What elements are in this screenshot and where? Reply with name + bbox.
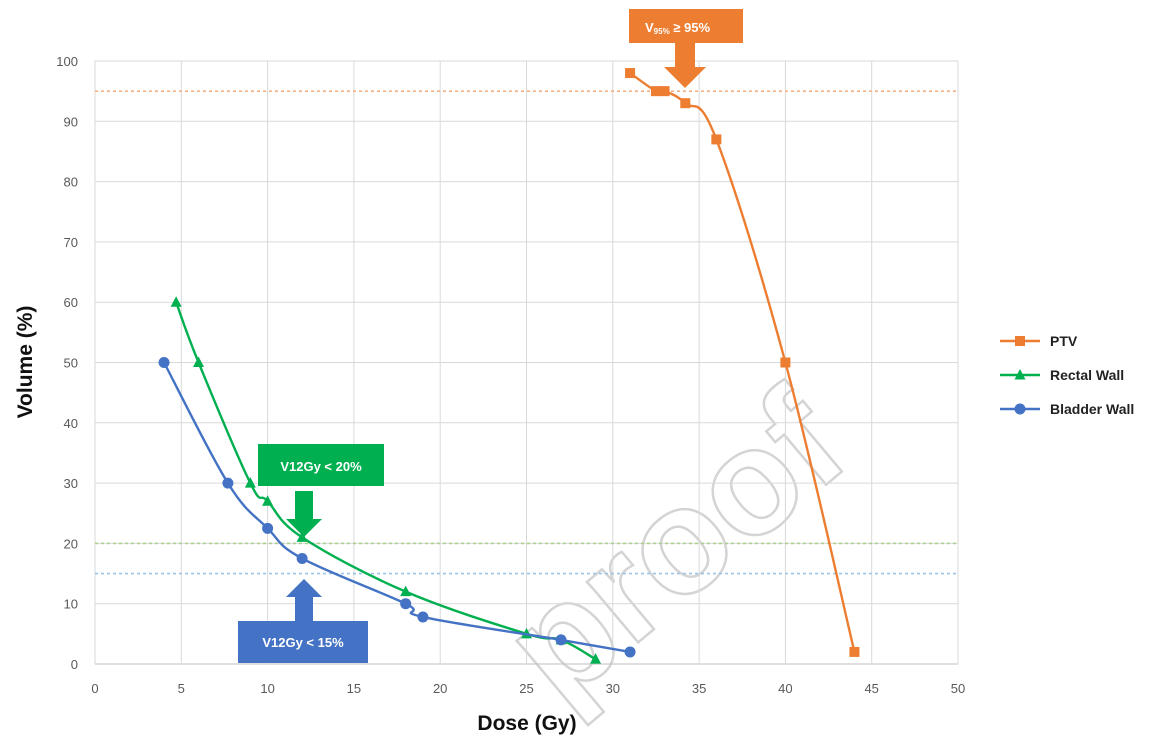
annotation-arrow [286,491,322,537]
data-point [625,68,636,79]
x-tick-label: 40 [778,681,792,696]
series-ptv [625,68,860,657]
y-tick-label: 0 [71,657,78,672]
annotation-arrow [286,579,322,621]
legend-item: PTV [1000,333,1078,349]
y-tick-label: 20 [64,536,78,551]
annotation-box [258,444,384,486]
x-tick-label: 35 [692,681,706,696]
x-tick-label: 10 [260,681,274,696]
data-point [262,522,274,534]
y-tick-label: 60 [64,295,78,310]
data-point [400,585,412,597]
x-tick-label: 15 [347,681,361,696]
y-tick-label: 90 [64,114,78,129]
y-axis-title: Volume (%) [14,306,37,419]
y-tick-label: 40 [64,416,78,431]
data-point [244,477,256,488]
x-tick-label: 30 [606,681,620,696]
annotation-box [629,9,743,43]
data-point [400,598,412,610]
legend-label: PTV [1050,333,1078,349]
data-point [680,98,691,109]
series-layer [158,68,860,664]
data-point [555,634,567,646]
legend-item: Rectal Wall [1000,367,1124,383]
legend-label: Rectal Wall [1050,367,1124,383]
y-tick-label: 50 [64,356,78,371]
data-point [296,531,308,542]
annotation-label: V95% ≥ 95% [645,20,711,36]
x-tick-label: 25 [519,681,533,696]
legend-marker [1014,369,1026,380]
data-point [849,646,860,657]
data-point [193,356,205,367]
x-axis-title: Dose (Gy) [477,712,576,735]
x-tick-label: 50 [951,681,965,696]
data-point [659,86,670,97]
data-point [624,646,636,658]
y-tick-label: 30 [64,476,78,491]
grid-layer [94,60,959,665]
axes-layer: Dose (Gy) Volume (%) 0102030405060708090… [14,54,965,735]
data-point [417,611,429,623]
data-point [590,653,602,664]
annotation-label: V12Gy < 20% [280,459,362,474]
legend-marker [1014,403,1026,415]
legend-marker [1015,336,1025,346]
watermark-text: proof [473,357,875,733]
x-tick-label: 5 [178,681,185,696]
data-point [296,552,308,564]
y-tick-label: 70 [64,235,78,250]
annotation-box [238,621,368,663]
annotation-ptv: V95% ≥ 95% [629,9,743,88]
annotations-layer: V95% ≥ 95% V12Gy < 20% V12Gy < 15% [238,9,743,663]
x-tick-label: 45 [864,681,878,696]
data-point [780,357,791,368]
y-tick-label: 80 [64,175,78,190]
legend-item: Bladder Wall [1000,401,1134,417]
data-point [170,296,182,307]
annotation-rectal: V12Gy < 20% [258,444,384,537]
data-point [222,477,234,489]
series-bladder-wall [158,357,636,658]
legend-label: Bladder Wall [1050,401,1134,417]
data-point [158,357,170,368]
data-point [711,134,722,145]
y-tick-label: 100 [56,54,78,69]
annotation-label: V12Gy < 15% [262,635,344,650]
x-tick-label: 0 [91,681,98,696]
y-tick-label: 10 [64,597,78,612]
legend: PTV Rectal Wall Bladder Wall [1000,333,1134,417]
annotation-bladder: V12Gy < 15% [238,579,368,663]
x-tick-label: 20 [433,681,447,696]
data-point [262,495,274,506]
annotation-arrow [664,43,706,88]
data-point [650,86,661,97]
watermark-layer: proof [471,356,876,734]
